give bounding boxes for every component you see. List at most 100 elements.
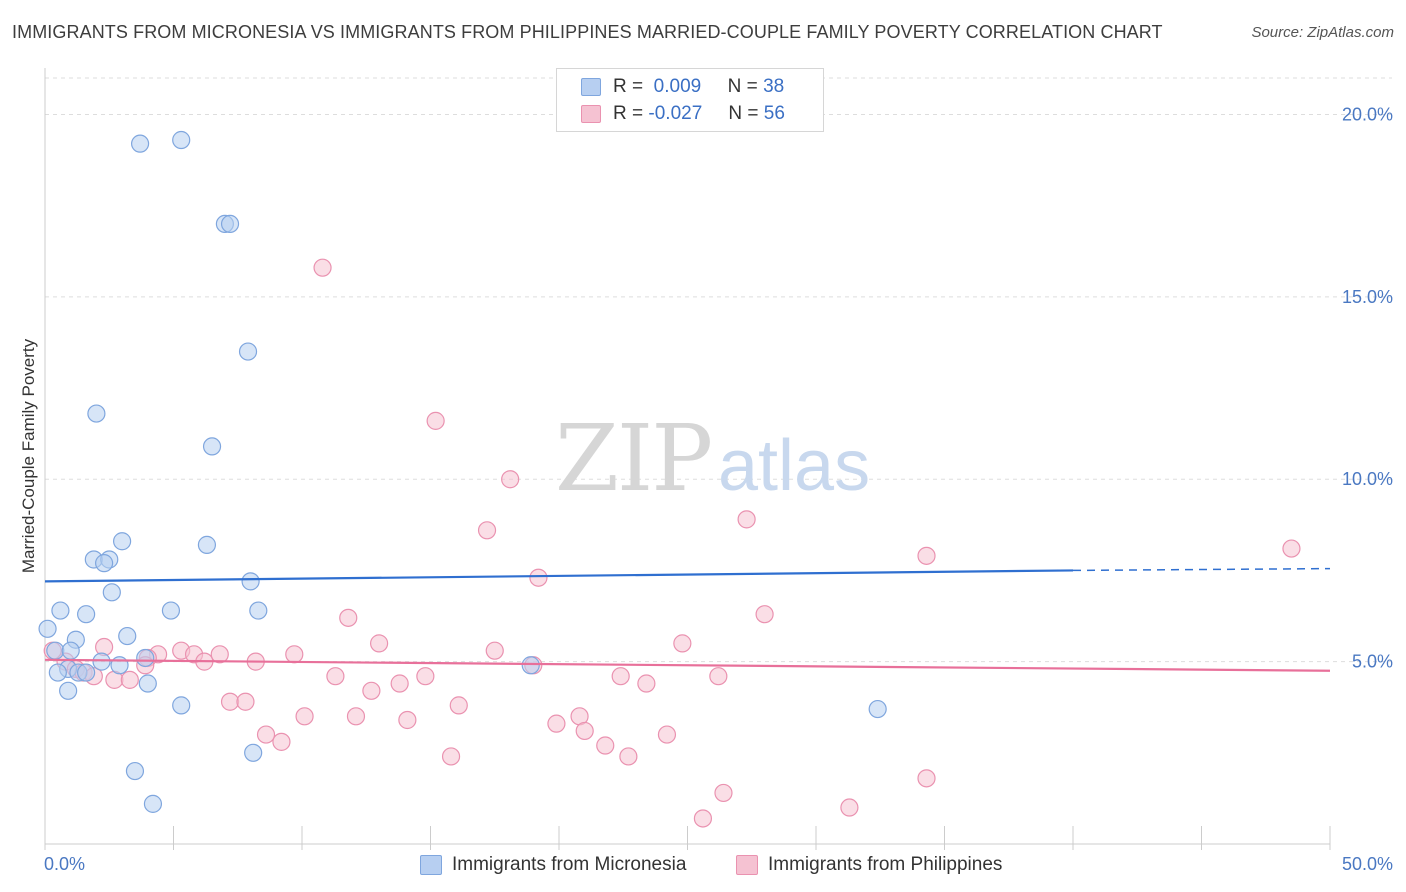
data-point (917, 546, 936, 565)
watermark-atlas: atlas (718, 426, 870, 506)
watermark-zip: ZIP (555, 405, 711, 512)
data-point (143, 794, 163, 813)
data-point (637, 674, 656, 693)
data-point (249, 601, 268, 620)
data-point (709, 667, 728, 686)
data-point (197, 535, 217, 554)
data-point (398, 710, 417, 730)
series-legend-label-micronesia: Immigrants from Micronesia (452, 854, 687, 875)
data-point (120, 670, 139, 689)
data-point (172, 696, 191, 715)
y-tick-label: 10.0% (1342, 469, 1393, 489)
data-point (529, 568, 548, 587)
data-point (236, 692, 255, 711)
data-point (77, 605, 96, 624)
legend-n-label: N = (728, 103, 759, 124)
series-legend-micronesia: Immigrants from Micronesia (420, 852, 686, 878)
trend-lines (44, 567, 1331, 672)
legend-r-value-philippines: -0.027 (648, 103, 703, 124)
x-tick-label: 0.0% (44, 854, 85, 874)
data-point (161, 601, 181, 620)
data-point (285, 645, 304, 664)
data-point (138, 674, 157, 693)
data-point (485, 641, 504, 660)
data-point (313, 258, 332, 277)
data-point (714, 783, 733, 803)
chart-title: IMMIGRANTS FROM MICRONESIA VS IMMIGRANTS… (12, 22, 1163, 42)
series-legend-swatch-pink (736, 855, 758, 875)
data-point (575, 721, 594, 741)
data-point (426, 411, 445, 430)
data-point (326, 667, 345, 686)
legend-n-value-micronesia: 38 (763, 76, 785, 97)
trend-line-philippines (44, 658, 1331, 672)
tick-labels: 5.0% 10.0% 15.0% 20.0% 0.0% 50.0% (44, 104, 1393, 874)
data-point (272, 732, 291, 751)
data-point (693, 809, 713, 828)
data-point (102, 583, 121, 602)
source-credit: Source: ZipAtlas.com (1251, 24, 1394, 41)
data-point (370, 634, 389, 653)
data-point (241, 572, 260, 591)
data-point (868, 699, 887, 719)
legend-swatch-blue (581, 78, 601, 96)
correlation-legend: R = 0.009 N = 38 R = -0.027 N = 56 (556, 68, 824, 132)
data-point (87, 404, 106, 423)
data-point (172, 130, 191, 150)
series-legend-swatch-blue (420, 855, 442, 875)
watermark: ZIP atlas (555, 405, 870, 512)
data-point (136, 648, 155, 668)
data-point (596, 736, 615, 755)
data-point (46, 641, 65, 660)
data-point (917, 769, 936, 788)
data-point (238, 342, 258, 361)
data-point (95, 554, 114, 573)
data-point (77, 663, 96, 682)
data-point (619, 747, 638, 766)
legend-swatch-pink (581, 105, 601, 123)
trend-line-micronesia-extension (1072, 567, 1331, 572)
data-point (346, 707, 366, 726)
data-point (92, 652, 111, 671)
data-point (339, 608, 358, 627)
data-point (244, 743, 263, 762)
data-point (755, 605, 774, 624)
data-point (501, 470, 520, 489)
data-point (220, 692, 240, 711)
y-tick-label: 5.0% (1352, 652, 1393, 672)
series-philippines-points (43, 258, 1301, 828)
data-point (130, 134, 150, 153)
data-point (125, 761, 145, 781)
data-point (51, 601, 70, 620)
legend-row-philippines: R = -0.027 N = 56 (581, 101, 785, 127)
series-legend-label-philippines: Immigrants from Philippines (768, 854, 1003, 875)
data-point (295, 707, 314, 726)
data-point (416, 667, 435, 686)
data-point (118, 626, 137, 646)
data-point (449, 696, 468, 715)
data-point (202, 437, 222, 456)
legend-row-micronesia: R = 0.009 N = 38 (581, 74, 784, 100)
data-point (59, 681, 78, 700)
data-point (737, 510, 756, 529)
series-micronesia-points (38, 130, 887, 813)
legend-r-value-micronesia: 0.009 (653, 76, 702, 97)
data-point (362, 681, 381, 700)
y-tick-label: 15.0% (1342, 287, 1393, 307)
data-point (477, 521, 497, 540)
legend-n-value-philippines: 56 (763, 103, 785, 124)
trend-line-micronesia (44, 569, 1074, 583)
data-point (256, 725, 276, 744)
data-point (1282, 539, 1301, 558)
axes (44, 68, 1331, 850)
legend-n-label: N = (727, 76, 758, 97)
legend-r-label: R = (613, 76, 644, 97)
data-point (48, 663, 67, 682)
legend-r-label: R = (613, 103, 644, 124)
data-point (390, 674, 409, 693)
data-point (38, 619, 57, 638)
series-legend-philippines: Immigrants from Philippines (736, 852, 1002, 878)
data-point (657, 725, 677, 744)
data-point (611, 667, 630, 686)
